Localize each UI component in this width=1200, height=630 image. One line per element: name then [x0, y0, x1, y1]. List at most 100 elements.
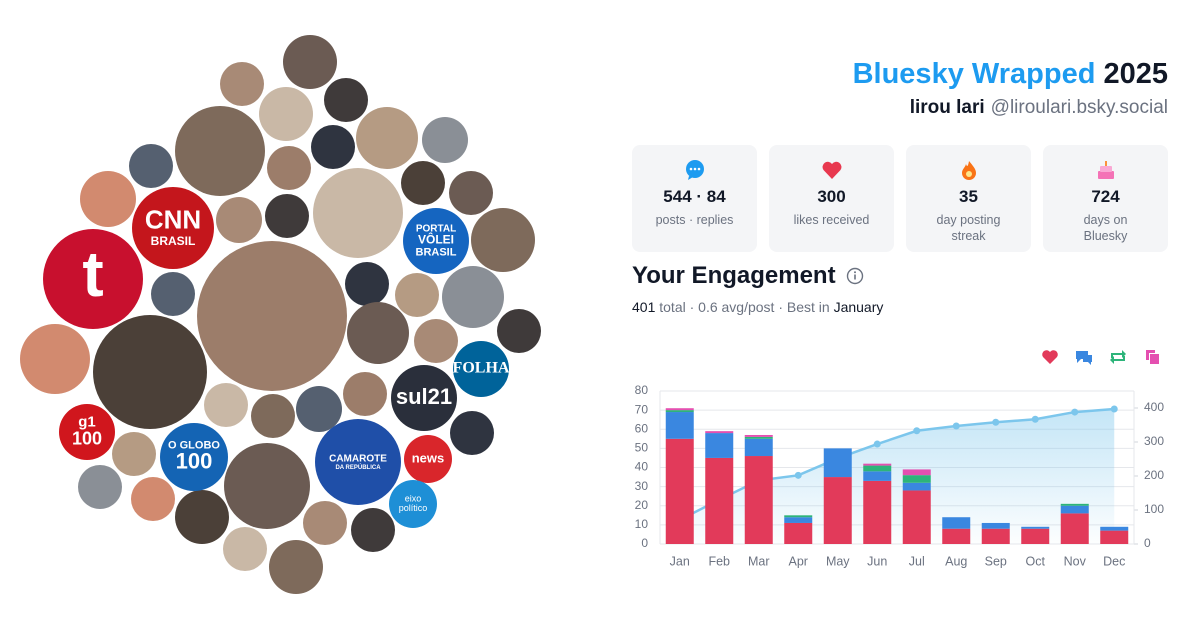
x-tick-label: Jan: [670, 554, 690, 568]
logo-text: O GLOBO: [168, 439, 220, 451]
y2-tick-label: 300: [1144, 434, 1164, 448]
avatar[interactable]: [197, 241, 347, 391]
avatar[interactable]: [20, 324, 90, 394]
x-tick-label: May: [826, 554, 850, 568]
avatar[interactable]: [175, 106, 265, 196]
logo-avatar[interactable]: [315, 419, 401, 505]
avatar[interactable]: [471, 208, 535, 272]
logo-avatar[interactable]: [404, 435, 452, 483]
avatar[interactable]: [442, 266, 504, 328]
bar-segment: [784, 522, 813, 544]
y2-tick-label: 100: [1144, 502, 1164, 516]
avatar[interactable]: [224, 443, 310, 529]
logo-avatar[interactable]: [403, 208, 469, 274]
avatar[interactable]: [283, 35, 337, 89]
avatar[interactable]: [356, 107, 418, 169]
avatar[interactable]: [259, 87, 313, 141]
line-point: [1071, 408, 1079, 416]
y-tick-label: 0: [641, 536, 648, 550]
avatar[interactable]: [216, 197, 262, 243]
brand: Bluesky Wrapped: [852, 58, 1096, 90]
avatar[interactable]: [296, 386, 342, 432]
logo-avatar[interactable]: [453, 341, 509, 397]
y-tick-label: 70: [635, 402, 649, 416]
avatar[interactable]: [131, 477, 175, 521]
logo-avatar[interactable]: [132, 187, 214, 269]
stats: 544 · 84 posts · replies 300 likes recei…: [632, 145, 1168, 252]
logo-text: BRASIL: [151, 234, 196, 248]
engagement: Your Engagement 401 total · 0.6 avg/post…: [632, 262, 883, 315]
legend-icon[interactable]: [1146, 350, 1159, 364]
bar-segment: [744, 436, 773, 439]
year: 2025: [1103, 58, 1168, 90]
avatar[interactable]: [324, 78, 368, 122]
bar-segment: [902, 475, 931, 483]
stat-card: 544 · 84 posts · replies: [632, 145, 757, 252]
x-tick-label: Mar: [748, 554, 770, 568]
logo-text: PORTAL: [416, 224, 456, 235]
avatar[interactable]: [267, 146, 311, 190]
y-tick-label: 50: [635, 441, 649, 455]
engagement-summary: 401 total · 0.6 avg/post · Best in Janua…: [632, 299, 883, 315]
x-tick-label: Oct: [1026, 554, 1046, 568]
legend-icon[interactable]: [1110, 350, 1126, 364]
bar-segment: [902, 490, 931, 544]
handle[interactable]: @liroulari.bsky.social: [990, 97, 1168, 118]
avatar[interactable]: [93, 315, 207, 429]
avatar[interactable]: [265, 194, 309, 238]
bar-segment: [823, 477, 852, 544]
avatar[interactable]: [80, 171, 136, 227]
avatar[interactable]: [497, 309, 541, 353]
stat-card: 300 likes received: [769, 145, 894, 252]
avatar[interactable]: [78, 465, 122, 509]
logo-avatar[interactable]: [160, 423, 228, 491]
legend-icon[interactable]: [1042, 350, 1058, 364]
avatar[interactable]: [129, 144, 173, 188]
avatar[interactable]: [220, 62, 264, 106]
avatar[interactable]: [269, 540, 323, 594]
logo-avatar[interactable]: [391, 365, 457, 431]
bar-segment: [705, 431, 734, 434]
icon: [961, 161, 976, 180]
avatar[interactable]: [414, 319, 458, 363]
bar-segment: [1060, 505, 1089, 514]
y-tick-label: 60: [635, 421, 649, 435]
avatar[interactable]: [223, 527, 267, 571]
avatar[interactable]: [450, 411, 494, 455]
stat-card: 724 days on Bluesky: [1043, 145, 1168, 252]
line-point: [873, 440, 881, 448]
avatar[interactable]: [251, 394, 295, 438]
bar-segment: [863, 465, 892, 472]
bar-segment: [863, 471, 892, 481]
bar-segment: [744, 434, 773, 437]
logo-avatar[interactable]: [43, 229, 143, 329]
x-tick-label: Jul: [909, 554, 925, 568]
logo-avatar[interactable]: [389, 480, 437, 528]
logo-text: político: [399, 503, 428, 513]
avatar[interactable]: [351, 508, 395, 552]
avatar[interactable]: [204, 383, 248, 427]
logo-avatar[interactable]: [59, 404, 115, 460]
bar-segment: [784, 515, 813, 518]
y2-tick-label: 400: [1144, 400, 1164, 414]
avatar[interactable]: [343, 372, 387, 416]
legend-icon[interactable]: [1076, 351, 1092, 365]
info-icon[interactable]: [846, 267, 864, 285]
bar-segment: [744, 438, 773, 457]
avatar[interactable]: [303, 501, 347, 545]
avatar[interactable]: [175, 490, 229, 544]
avatar[interactable]: [311, 125, 355, 169]
x-tick-label: Jun: [867, 554, 887, 568]
avatar[interactable]: [151, 272, 195, 316]
avatar[interactable]: [422, 117, 468, 163]
avatar[interactable]: [313, 168, 403, 258]
bar-segment: [665, 438, 694, 544]
avatar[interactable]: [395, 273, 439, 317]
avatar[interactable]: [112, 432, 156, 476]
avatar[interactable]: [449, 171, 493, 215]
logo-text: news: [412, 450, 445, 465]
avatar[interactable]: [345, 262, 389, 306]
avatar[interactable]: [347, 302, 409, 364]
avatar[interactable]: [401, 161, 445, 205]
